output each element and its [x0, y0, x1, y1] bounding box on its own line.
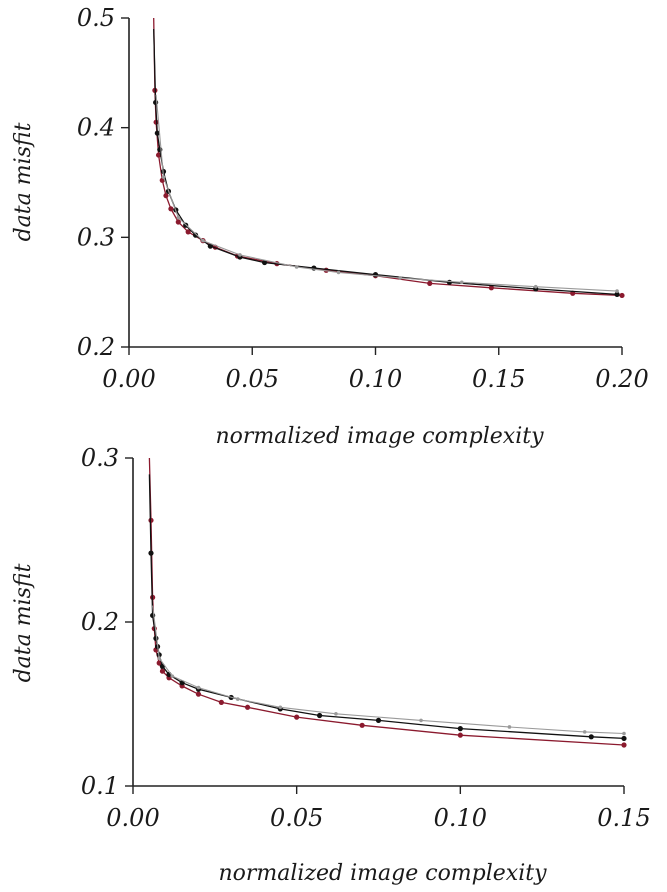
data-point — [621, 742, 627, 748]
data-point — [153, 635, 159, 642]
data-point — [615, 289, 619, 293]
data-point — [156, 660, 162, 666]
x-axis-title: normalized image complexity — [218, 861, 547, 886]
data-point — [154, 130, 160, 136]
y-tick-label: 0.3 — [81, 444, 119, 472]
data-point — [533, 284, 538, 289]
data-point — [201, 238, 205, 243]
data-point — [446, 279, 453, 285]
x-tick-label: 0.20 — [595, 365, 648, 393]
y-axis-title: data misfit — [11, 563, 36, 682]
x-tick-label: 0.00 — [106, 804, 159, 832]
x-tick-label: 0.05 — [270, 804, 323, 832]
data-point — [372, 272, 379, 278]
y-tick-label: 0.5 — [77, 4, 115, 32]
series-line — [152, 605, 625, 735]
data-point — [176, 215, 181, 220]
data-point — [159, 177, 165, 183]
y-tick-label: 0.2 — [77, 333, 115, 361]
data-point — [622, 731, 626, 736]
data-point — [316, 712, 323, 719]
data-point — [244, 704, 251, 710]
series-line — [153, 28, 618, 296]
series-line — [148, 474, 625, 740]
data-point — [457, 726, 463, 732]
y-axis-title: data misfit — [11, 122, 36, 241]
data-point — [185, 229, 191, 235]
data-point — [261, 259, 268, 266]
data-point — [582, 730, 587, 734]
data-point — [218, 699, 224, 705]
x-tick-label: 0.10 — [434, 804, 487, 832]
top-chart: 0.2 0.3 0.4 0.5 0.00 0.05 0.10 0.15 0.20 normaliz… — [11, 4, 649, 449]
data-point — [419, 718, 423, 723]
data-point — [159, 668, 166, 674]
data-point — [336, 270, 341, 275]
data-point — [457, 732, 463, 738]
y-tick-label: 0.1 — [81, 772, 119, 800]
x-tick-label: 0.05 — [226, 365, 279, 393]
data-point — [427, 280, 433, 286]
data-point — [207, 243, 213, 249]
y-tick-label: 0.4 — [77, 114, 115, 142]
data-point — [619, 292, 625, 299]
data-point — [195, 691, 202, 697]
data-point — [294, 714, 300, 720]
y-tick-label: 0.2 — [81, 608, 119, 636]
data-point — [359, 722, 365, 728]
data-point — [175, 219, 181, 225]
data-point — [507, 725, 512, 729]
data-point — [375, 717, 382, 724]
bottom-chart: 0.1 0.2 0.3 0.00 0.05 0.10 0.15 normalized imag… — [11, 444, 651, 886]
data-point — [157, 656, 161, 660]
data-point — [588, 734, 594, 740]
data-point — [161, 175, 166, 179]
data-point — [163, 193, 169, 199]
data-point — [196, 685, 201, 690]
data-point — [334, 712, 338, 716]
data-point — [621, 735, 627, 742]
data-point — [192, 232, 199, 238]
data-point — [294, 265, 299, 269]
y-tick-label: 0.3 — [77, 223, 115, 251]
x-tick-label: 0.15 — [597, 804, 650, 832]
x-tick-label: 0.00 — [102, 365, 155, 393]
data-point — [398, 276, 402, 280]
data-point — [459, 280, 464, 285]
x-tick-label: 0.15 — [472, 365, 525, 393]
data-point — [168, 206, 174, 212]
series-line — [155, 94, 618, 292]
data-point — [238, 253, 242, 257]
data-point — [488, 285, 494, 291]
data-point — [170, 674, 175, 678]
series-line — [153, 17, 623, 297]
x-tick-label: 0.10 — [349, 365, 402, 393]
data-point — [614, 291, 620, 297]
data-point — [148, 550, 154, 556]
data-point — [278, 705, 283, 710]
data-point — [235, 697, 240, 701]
x-axis-title: normalized image complexity — [215, 424, 544, 449]
